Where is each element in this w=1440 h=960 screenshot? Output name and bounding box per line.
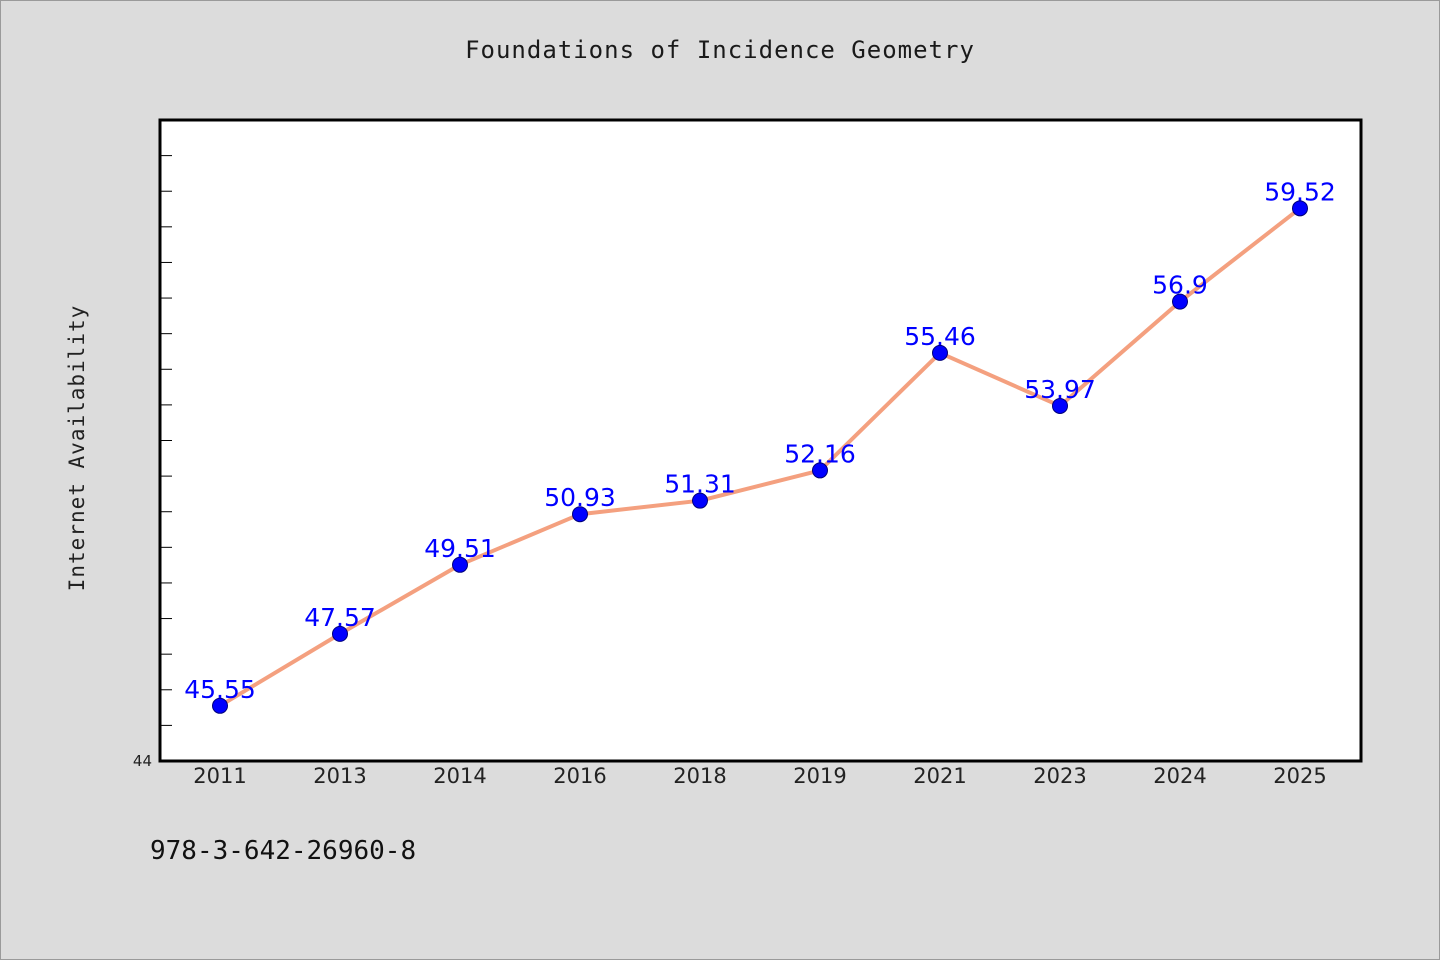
x-tick-label: 2019 — [793, 764, 846, 788]
data-label: 45.55 — [184, 675, 256, 704]
x-tick-label: 2021 — [913, 764, 966, 788]
data-label: 49.51 — [424, 534, 496, 563]
data-label: 56.9 — [1152, 271, 1208, 300]
isbn-text: 978-3-642-26960-8 — [150, 836, 417, 866]
data-labels: 45.55 47.57 49.51 50.93 51.31 52.16 55.46 53.97… — [184, 177, 1336, 703]
x-tick-label: 2018 — [673, 764, 726, 788]
data-point — [1052, 397, 1068, 414]
x-tick-label: 2023 — [1033, 764, 1086, 788]
x-tick-label: 2024 — [1153, 764, 1206, 788]
data-point — [932, 344, 948, 361]
data-label: 52.16 — [784, 439, 856, 468]
plot-area — [158, 118, 1363, 763]
data-point — [452, 556, 468, 573]
x-tick-label: 2013 — [313, 764, 366, 788]
data-label: 55.46 — [904, 322, 976, 351]
series-group — [212, 200, 1308, 714]
y-tick-label: 44 — [133, 752, 152, 770]
data-point — [212, 697, 228, 714]
data-label: 51.31 — [664, 470, 736, 499]
data-point — [692, 492, 708, 509]
data-label: 50.93 — [544, 483, 616, 512]
data-point — [332, 625, 348, 642]
x-tick-label: 2014 — [433, 764, 486, 788]
data-point — [812, 462, 828, 479]
y-axis-title: Internet Availability — [65, 305, 89, 592]
x-tick-label: 2025 — [1273, 764, 1326, 788]
data-label: 53.97 — [1024, 375, 1096, 404]
series-line — [218, 206, 1302, 708]
y-axis-ticks: 44 — [133, 155, 172, 770]
x-tick-label: 2011 — [193, 764, 246, 788]
data-label: 47.57 — [304, 603, 376, 632]
chart-title: Foundations of Incidence Geometry — [465, 36, 975, 64]
x-axis-tick-labels: 2011 2013 2014 2016 2018 2019 2021 2023 2024 2025 — [193, 764, 1326, 788]
data-point — [572, 506, 588, 523]
data-point — [1292, 200, 1308, 217]
x-tick-label: 2016 — [553, 764, 606, 788]
data-point — [1172, 293, 1188, 310]
data-label: 59.52 — [1264, 177, 1336, 206]
